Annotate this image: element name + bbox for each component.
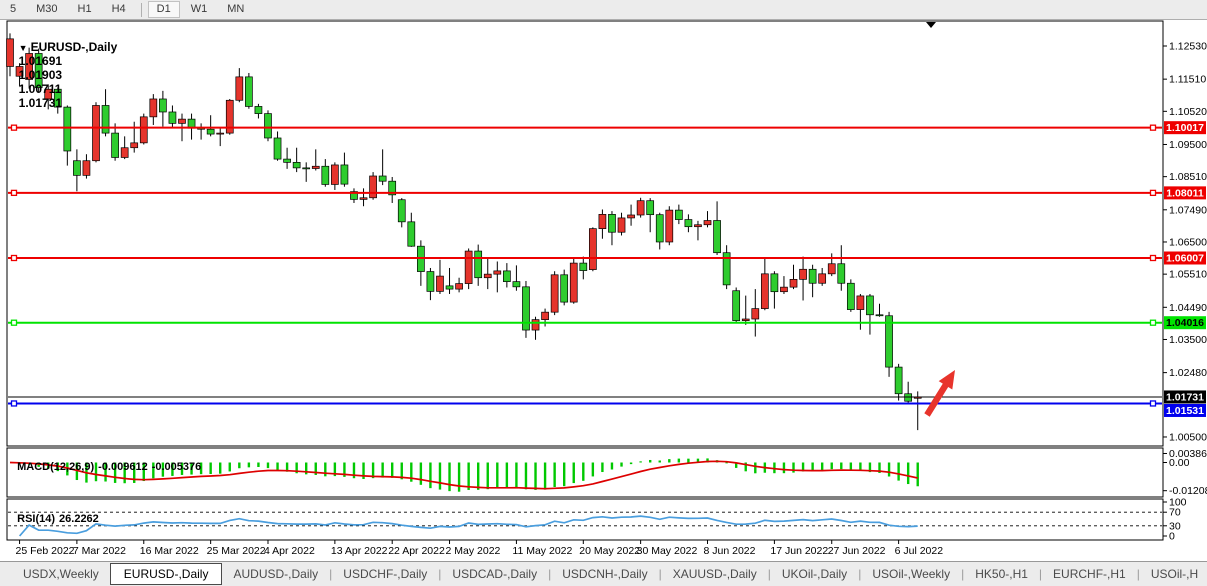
tab-usdcnh-daily[interactable]: USDCNH-,Daily [562, 567, 648, 581]
tab-xauusd-daily[interactable]: XAUUSD-,Daily [672, 567, 757, 581]
price-line-label [1164, 186, 1206, 200]
price-line-label [1164, 403, 1206, 417]
tab-usdchf-daily[interactable]: USDCHF-,Daily [343, 567, 428, 581]
macd-indicator-label: MACD(12,26,9) -0.009612 -0.005376 [17, 461, 202, 473]
svg-text:1.11510: 1.11510 [1169, 74, 1206, 86]
tab-audusd-daily[interactable]: AUDUSD-,Daily [233, 567, 319, 581]
timeframe-button-5[interactable]: 5 [10, 3, 17, 15]
price-chart[interactable]: 1.10017 1.08011 1.06007 1.04016 1.01531 1.017… [0, 0, 1207, 562]
svg-text:1.08510: 1.08510 [1169, 171, 1207, 183]
timeframe-button-h4[interactable]: H4 [111, 3, 126, 15]
price-axis: 1.12530 1.11510 1.10520 1.09500 1.08510 1.074… [1163, 41, 1207, 443]
quote-close: 1.01731 [18, 96, 63, 110]
svg-text:1.09500: 1.09500 [1169, 139, 1207, 151]
svg-text:1.00500: 1.00500 [1169, 431, 1207, 443]
svg-text:7 Mar 2022: 7 Mar 2022 [73, 545, 126, 557]
svg-text:6 Jul 2022: 6 Jul 2022 [895, 545, 944, 557]
macd-axis: 0.0038650.00 -0.01208 [1163, 448, 1207, 497]
timeframe-button-w1[interactable]: W1 [190, 3, 208, 15]
svg-text:2 May 2022: 2 May 2022 [446, 545, 501, 557]
tab-eurusd-daily[interactable]: EURUSD-,Daily [109, 563, 223, 585]
svg-text:20 May 2022: 20 May 2022 [579, 545, 640, 557]
tab-separator: | [767, 567, 771, 581]
svg-text:1.05510: 1.05510 [1169, 269, 1207, 281]
tab-ukoil-daily[interactable]: UKOil-,Daily [781, 567, 848, 581]
svg-text:100: 100 [1169, 497, 1187, 509]
chevron-down-icon[interactable]: ▼ [18, 43, 28, 53]
svg-text:1.04490: 1.04490 [1169, 302, 1207, 314]
tab-separator: | [658, 567, 662, 581]
timeframe-button-m30[interactable]: M30 [36, 3, 58, 15]
svg-text:1.06500: 1.06500 [1169, 236, 1207, 248]
svg-text:0: 0 [1169, 531, 1175, 543]
quote-open: 1.01691 [18, 54, 63, 68]
svg-text:0.003865: 0.003865 [1169, 448, 1207, 460]
svg-text:1.07490: 1.07490 [1169, 204, 1207, 216]
svg-text:4 Apr 2022: 4 Apr 2022 [264, 545, 315, 557]
svg-text:1.01731: 1.01731 [1166, 391, 1204, 403]
tab-separator: | [329, 567, 333, 581]
trend-arrow-annotation[interactable] [924, 370, 955, 417]
rsi-indicator-label: RSI(14) 26.2262 [17, 513, 99, 525]
macd-histogram [18, 458, 919, 492]
tab-usdx-weekly[interactable]: USDX,Weekly [23, 567, 99, 581]
svg-text:-0.01208: -0.01208 [1169, 485, 1207, 497]
svg-text:22 Apr 2022: 22 Apr 2022 [388, 545, 445, 557]
svg-text:16 Mar 2022: 16 Mar 2022 [140, 545, 199, 557]
chart-symbol: EURUSD-,Daily [30, 40, 118, 54]
svg-text:1.10520: 1.10520 [1169, 106, 1207, 118]
svg-text:11 May 2022: 11 May 2022 [512, 545, 572, 557]
svg-text:1.03500: 1.03500 [1169, 334, 1207, 346]
timeframe-toolbar: 5 M30 H1 H4 D1 W1 MN [0, 0, 1207, 20]
tab-separator: | [858, 567, 862, 581]
svg-text:70: 70 [1169, 507, 1181, 519]
timeframe-button-d1[interactable]: D1 [147, 1, 180, 18]
main-pane [6, 20, 1164, 447]
tab-hk50-h1[interactable]: HK50-,H1 [975, 567, 1028, 581]
svg-text:30 May 2022: 30 May 2022 [637, 545, 698, 557]
svg-text:25 Feb 2022: 25 Feb 2022 [16, 545, 75, 557]
macd-signal-line [9, 460, 918, 490]
svg-text:8 Jun 2022: 8 Jun 2022 [704, 545, 756, 557]
rsi-line [18, 515, 918, 537]
chart-shift-marker-icon[interactable] [926, 22, 936, 28]
horizontal-lines[interactable] [8, 124, 1162, 407]
timeframe-button-mn[interactable]: MN [227, 3, 245, 15]
svg-text:1.12530: 1.12530 [1169, 41, 1207, 53]
svg-text:1.02480: 1.02480 [1169, 367, 1207, 379]
svg-text:25 Mar 2022: 25 Mar 2022 [207, 545, 266, 557]
tab-eurchf-h1[interactable]: EURCHF-,H1 [1053, 567, 1126, 581]
chart-title: ▼ EURUSD-,Daily 1.01691 1.01903 1.00711 1… [12, 26, 118, 110]
tab-usoil-h[interactable]: USOil-,H [1150, 567, 1199, 581]
svg-text:1.06007: 1.06007 [1166, 252, 1204, 264]
tab-separator: | [1136, 567, 1140, 581]
svg-text:1.10017: 1.10017 [1166, 122, 1204, 134]
price-line-label [1164, 121, 1206, 135]
tab-separator: | [961, 567, 965, 581]
tab-usoil-weekly[interactable]: USOil-,Weekly [872, 567, 951, 581]
symbol-tab-bar: USDX,Weekly EURUSD-,Daily AUDUSD-,Daily | US… [0, 561, 1207, 586]
tab-separator: | [438, 567, 442, 581]
svg-text:1.04016: 1.04016 [1166, 317, 1204, 329]
macd-pane [6, 447, 1164, 498]
tab-separator: | [1038, 567, 1043, 581]
svg-text:0.00: 0.00 [1169, 457, 1190, 469]
svg-text:30: 30 [1169, 520, 1181, 532]
price-line-label [1164, 390, 1206, 404]
svg-text:27 Jun 2022: 27 Jun 2022 [828, 545, 886, 557]
svg-text:1.08011: 1.08011 [1166, 187, 1204, 199]
price-line-label [1164, 316, 1206, 330]
tab-separator: | [548, 567, 552, 581]
svg-text:1.01531: 1.01531 [1166, 405, 1204, 417]
quote-high: 1.01903 [18, 68, 63, 82]
svg-text:17 Jun 2022: 17 Jun 2022 [770, 545, 828, 557]
timeframe-button-h1[interactable]: H1 [77, 3, 92, 15]
toolbar-separator [140, 2, 142, 17]
tab-usdcad-daily[interactable]: USDCAD-,Daily [452, 567, 538, 581]
quote-low: 1.00711 [18, 82, 62, 96]
svg-text:13 Apr 2022: 13 Apr 2022 [331, 545, 388, 557]
price-line-label [1164, 251, 1206, 265]
